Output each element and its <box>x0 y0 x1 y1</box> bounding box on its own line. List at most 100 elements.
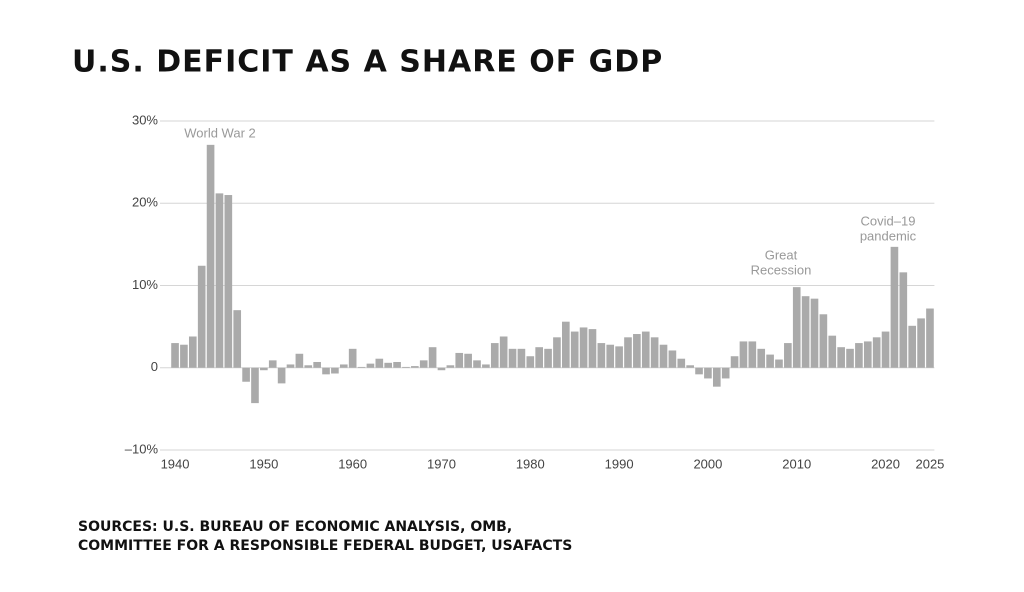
bar <box>295 353 304 368</box>
bar <box>748 341 757 368</box>
bar <box>863 341 872 368</box>
bar <box>668 350 677 368</box>
bar <box>242 367 250 382</box>
bar <box>606 344 615 368</box>
bar <box>499 336 508 368</box>
bar <box>322 367 330 375</box>
bar <box>224 195 233 368</box>
annotation: Recession <box>751 262 812 277</box>
bar <box>890 246 899 368</box>
bar <box>268 360 277 368</box>
bar <box>570 331 579 368</box>
x-tick-label: 2020 <box>871 456 900 471</box>
bar <box>411 366 419 368</box>
bar <box>801 296 810 368</box>
bar <box>828 335 837 368</box>
bar <box>544 348 552 368</box>
bar <box>286 364 295 368</box>
bar <box>677 358 686 368</box>
bar <box>419 360 428 368</box>
bar <box>588 329 597 368</box>
bar <box>348 348 357 368</box>
bar <box>917 318 925 368</box>
x-tick-label: 2025 <box>915 456 944 471</box>
bar <box>881 331 890 368</box>
x-tick-label: 1980 <box>516 456 545 471</box>
bar <box>775 359 783 368</box>
y-tick-label: 10% <box>132 277 158 292</box>
bar <box>712 367 721 387</box>
x-tick-label: 1970 <box>427 456 456 471</box>
bar <box>704 367 712 379</box>
bar <box>304 365 313 368</box>
bar <box>553 337 561 368</box>
x-tick-label: 1960 <box>338 456 367 471</box>
bar <box>695 367 703 375</box>
bar <box>455 352 464 368</box>
bar <box>339 364 348 368</box>
bar <box>899 272 908 368</box>
annotation: pandemic <box>860 228 917 243</box>
bar <box>482 364 490 368</box>
x-tick-label: 1990 <box>605 456 634 471</box>
bar <box>384 362 393 368</box>
y-tick-label: 20% <box>132 195 158 210</box>
bar <box>579 327 588 368</box>
bar <box>393 361 401 368</box>
bar <box>686 365 694 368</box>
annotation: World War 2 <box>184 125 256 140</box>
bar <box>180 344 188 368</box>
bar <box>508 348 517 368</box>
bar <box>650 337 659 368</box>
bar <box>197 265 206 368</box>
bar <box>206 144 215 368</box>
bar <box>837 347 845 368</box>
chart-title: U.S. DEFICIT AS A SHARE OF GDP <box>72 45 663 80</box>
bar <box>855 343 863 368</box>
bar <box>188 336 197 368</box>
bar <box>739 341 748 368</box>
bar <box>526 356 535 368</box>
bar <box>615 346 623 368</box>
bar <box>366 363 375 368</box>
bar <box>473 360 481 368</box>
bar <box>535 347 543 368</box>
source: SOURCES: U.S. BUREAU OF ECONOMIC ANALYSI… <box>78 519 512 535</box>
bar <box>517 348 526 368</box>
bar <box>357 366 366 368</box>
annotation: Great <box>765 247 798 262</box>
x-tick-label: 2000 <box>693 456 722 471</box>
bar <box>721 367 730 379</box>
bar <box>659 344 668 368</box>
bar <box>730 356 739 368</box>
bar <box>437 367 446 371</box>
bar <box>872 337 881 368</box>
bar <box>428 347 437 368</box>
bar <box>464 353 472 368</box>
bar <box>331 367 339 374</box>
bar <box>233 310 242 368</box>
bar <box>624 337 632 368</box>
bar <box>260 367 268 371</box>
bar <box>313 361 321 368</box>
y-tick-label: –10% <box>125 441 159 456</box>
bar <box>819 314 828 368</box>
x-tick-label: 1940 <box>161 456 190 471</box>
bar <box>846 348 854 368</box>
bar <box>757 348 766 368</box>
bar <box>784 343 792 368</box>
bar <box>490 343 499 368</box>
bar <box>562 321 570 368</box>
bar <box>597 343 606 368</box>
y-tick-label: 0 <box>151 359 158 374</box>
bar <box>446 365 455 368</box>
bar <box>792 287 801 368</box>
x-tick-label: 2010 <box>782 456 811 471</box>
bar <box>402 366 410 368</box>
bar <box>908 325 917 368</box>
bar <box>633 334 641 368</box>
bar <box>375 358 384 368</box>
annotation: Covid–19 <box>861 213 916 228</box>
bar <box>810 298 819 368</box>
